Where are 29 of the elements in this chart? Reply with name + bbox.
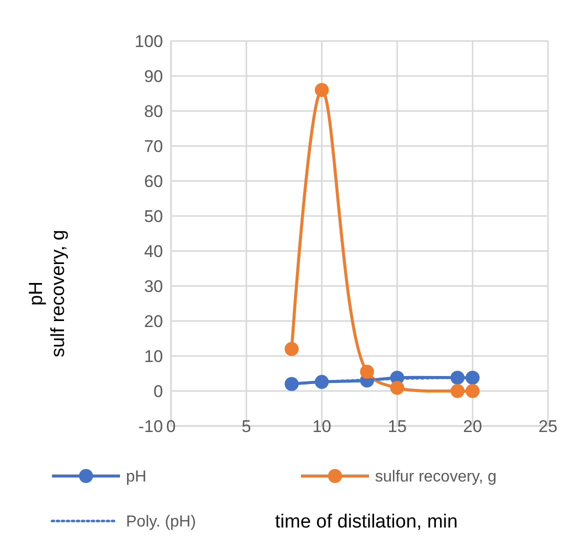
x-tick-label: 10	[312, 416, 332, 436]
point	[314, 83, 329, 97]
y-tick-label: 100	[134, 32, 163, 51]
legend-label: pH	[126, 468, 146, 486]
y-axis-title: pH sulf recovery, g	[26, 230, 69, 358]
y-tick-label: 40	[144, 242, 163, 261]
point	[360, 364, 374, 379]
y-tick-label: 0	[154, 382, 163, 401]
x-axis-title: time of distilation, min	[275, 512, 458, 533]
x-tick-label: 25	[538, 416, 558, 436]
y-tick-label: 60	[144, 172, 163, 191]
y-tick-label: 70	[144, 136, 163, 156]
point	[466, 384, 480, 398]
legend-label: sulfur recovery, g	[375, 468, 497, 486]
y-tick-label: 20	[144, 312, 163, 331]
point	[450, 384, 465, 398]
point	[284, 342, 299, 356]
y-tick-label: 90	[144, 66, 163, 86]
x-tick-label: 15	[388, 416, 407, 436]
x-tick-label: 20	[463, 416, 482, 436]
x-tick-label: 5	[242, 416, 252, 436]
y-tick-label: 80	[144, 102, 163, 121]
x-tick-label: 0	[166, 416, 176, 436]
y-tick-label: -10	[138, 416, 163, 436]
y-tick-label: 10	[144, 346, 163, 366]
y-tick-label: 30	[144, 276, 163, 296]
point	[390, 380, 404, 395]
y-tick-label: 50	[144, 206, 163, 226]
legend-label: Poly. (pH)	[126, 514, 196, 531]
